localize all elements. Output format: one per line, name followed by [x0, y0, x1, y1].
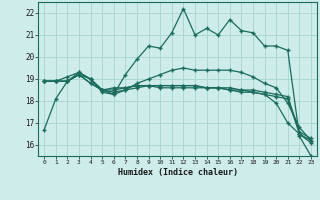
- X-axis label: Humidex (Indice chaleur): Humidex (Indice chaleur): [118, 168, 238, 177]
